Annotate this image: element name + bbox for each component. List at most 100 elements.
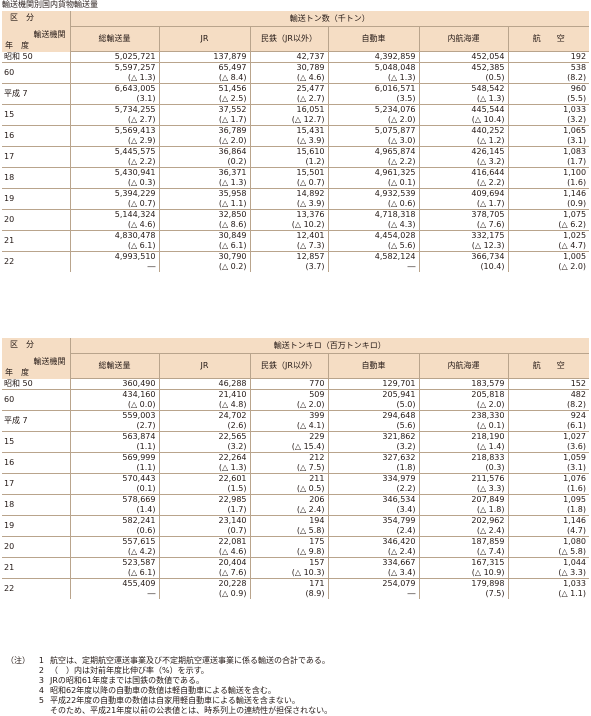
value-cell: 538 [507,62,590,73]
column-header: JR [158,26,250,52]
table-row: 15 563,874 22,565 229 321,862 218,190 1,027 [2,431,589,453]
ratio-cell: (0.9) [507,199,590,210]
value-cell: 1,146 [507,188,590,199]
footnote-number: 2 [38,666,44,675]
value-cell: 434,160 [69,389,159,400]
ratio-row: (△ 6.1) (△ 7.6) (△ 10.3) (△ 3.4) (△ 10.9) (△ … [2,568,589,579]
year-cell: 19 [2,515,70,537]
value-cell: 4,993,510 [69,251,159,262]
table-row: 18 5,430,941 36,371 15,501 4,961,325 416,644 1… [2,167,590,189]
ratio-row: (△ 1.3) (△ 8.4) (△ 4.6) (△ 1.3) (0.5) (8.2) [2,73,590,84]
ratio-cell: (△ 3.2) [418,157,508,168]
ratio-cell: (△ 2.7) [249,94,328,105]
ratio-cell: (1.7) [507,157,590,168]
ratio-cell: (△ 3.3) [418,484,508,495]
ratio-cell: (△ 4.6) [69,220,159,231]
value-cell: 548,542 [418,83,508,94]
value-cell: 523,587 [69,557,159,568]
ratio-row: (1.1) (3.2) (△ 15.4) (3.2) (△ 1.4) (3.6) [2,442,589,453]
year-cell: 15 [2,431,70,453]
value-cell: 22,081 [158,536,250,547]
footnote-text: 平成22年度の自動車の数値は自家用軽自動車による輸送を含まない。 [50,696,300,705]
ratio-cell: (0.6) [69,526,159,537]
ratio-cell: (△ 3.0) [327,136,419,147]
value-cell: 445,544 [418,104,508,115]
value-cell: 6,643,005 [69,83,159,94]
ratio-cell: (△ 3.3) [507,568,589,579]
table-row: 60 5,597,257 65,497 30,789 5,048,048 452,385 5… [2,62,590,84]
year-cell: 昭和 50 [4,51,33,61]
header-row: 区 分輸送機関年 度輸送トンキロ（百万トンキロ） [2,338,589,377]
year-cell: 22 [2,578,70,599]
value-cell: 924 [507,410,589,421]
ratio-cell: (5.5) [507,94,590,105]
value-cell: 1,080 [507,536,589,547]
ratio-cell: (△ 2.4) [327,547,419,558]
ratio-cell: (0.2) [158,157,250,168]
ratio-cell: (△ 0.7) [249,178,328,189]
table-row: 60 434,160 21,410 509 205,941 205,818 482 [2,389,589,411]
value-cell: 37,552 [158,104,250,115]
footnote-label [6,676,28,686]
value-cell: 452,054 [418,51,508,63]
value-cell: 346,534 [327,494,419,505]
year-cell: 19 [2,188,70,210]
ratio-cell: (0.1) [69,484,159,495]
ratio-cell: (△ 2.0) [327,115,419,126]
value-cell: 1,100 [507,167,590,178]
value-cell: 238,330 [418,410,508,421]
unit-header: 輸送トン数（千トン） [69,11,590,27]
table-row: 昭和 50 360,490 46,288 770 129,701 183,579 152 [2,378,589,390]
ratio-cell: (△ 7.4) [418,547,508,558]
value-cell: 1,005 [507,251,590,262]
footnote-number: 1 [38,656,44,665]
year-cell: 16 [2,125,70,147]
corner-mode-label: 輸送機関 [33,30,66,39]
value-cell: 218,190 [418,431,508,442]
ratio-cell: (△ 0.9) [158,589,250,599]
value-cell: 366,734 [418,251,508,262]
value-cell: 578,669 [69,494,159,505]
value-cell: 1,025 [507,230,590,241]
value-cell: 30,789 [249,62,328,73]
footnote-label [6,686,28,696]
value-cell: 6,016,571 [327,83,419,94]
value-cell: 1,095 [507,494,589,505]
ratio-cell: (△ 1.1) [158,199,250,210]
value-cell: 129,701 [327,378,419,390]
ratio-cell: (△ 1.2) [418,136,508,147]
ratio-cell: (1.5) [158,484,250,495]
value-cell: 13,376 [249,209,328,220]
value-cell: 563,874 [69,431,159,442]
ratio-cell: (△ 15.4) [249,442,328,453]
value-cell: 416,644 [418,167,508,178]
column-header: 航 空 [507,353,589,379]
ratio-row: (2.7) (2.6) (△ 4.1) (5.6) (△ 0.1) (6.1) [2,421,589,432]
value-cell: 218,833 [418,452,508,463]
value-cell: 452,385 [418,62,508,73]
ratio-cell: (3.1) [507,463,589,474]
value-cell: 346,420 [327,536,419,547]
column-header: 自動車 [327,26,419,52]
value-cell: 4,718,318 [327,209,419,220]
freight-tonnage-table: 区 分輸送機関年 度輸送トン数（千トン） 総輸送量 JR 民鉄（JR以外） 自動車 内航海… [2,11,590,272]
ratio-cell: (1.8) [327,463,419,474]
ratio-cell: (△ 1.3) [158,178,250,189]
ratio-cell: (△ 0.1) [418,421,508,432]
ratio-cell: (3.2) [158,442,250,453]
ratio-cell: (1.8) [507,505,589,516]
ratio-cell: (1.2) [249,157,328,168]
ratio-cell: (△ 10.4) [418,115,508,126]
ratio-cell: (△ 0.6) [327,199,419,210]
corner-year-label: 年 度 [5,41,29,50]
column-header: 民鉄（JR以外） [249,26,328,52]
ratio-cell: (△ 7.6) [158,568,250,579]
footnote-line: 5 平成22年度の自動車の数値は自家用軽自動車による輸送を含まない。 [6,696,332,706]
ratio-cell: (△ 2.0) [158,136,250,147]
value-cell: 1,033 [507,578,589,589]
value-cell: 171 [249,578,328,589]
year-cell: 18 [2,494,70,516]
ratio-cell: (3.5) [327,94,419,105]
year-cell: 22 [2,251,70,272]
value-cell: 1,076 [507,473,589,484]
